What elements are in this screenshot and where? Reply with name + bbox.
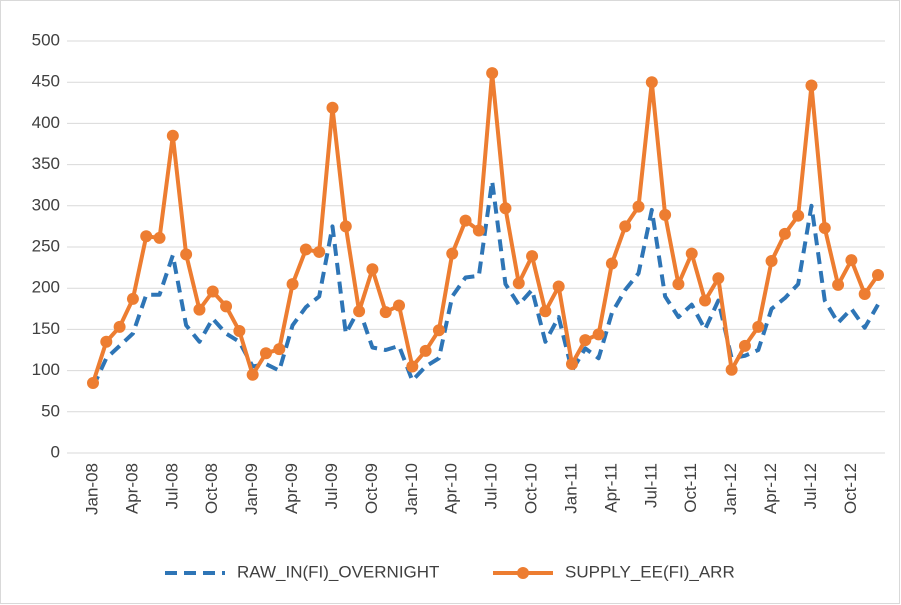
- legend-label: SUPPLY_EE(FI)_ARR: [565, 562, 735, 581]
- x-tick-label: Oct-12: [841, 463, 860, 514]
- data-point: [645, 76, 658, 89]
- data-point: [579, 334, 592, 347]
- y-tick-label: 500: [32, 30, 60, 49]
- data-point: [685, 247, 698, 260]
- data-point: [233, 325, 246, 338]
- data-point: [512, 277, 525, 290]
- data-point: [393, 299, 406, 312]
- data-point: [592, 328, 605, 341]
- x-tick-label: Jan-09: [242, 463, 261, 515]
- data-point: [193, 303, 206, 316]
- data-point: [180, 248, 193, 261]
- data-point: [832, 278, 845, 291]
- x-tick-label: Oct-10: [522, 463, 541, 514]
- data-point: [153, 231, 166, 244]
- y-tick-label: 200: [32, 278, 60, 297]
- y-tick-label: 50: [41, 401, 60, 420]
- data-point: [140, 230, 153, 243]
- data-point: [313, 245, 326, 258]
- data-point: [326, 101, 339, 114]
- data-point: [472, 224, 485, 237]
- data-point: [805, 79, 818, 92]
- x-tick-label: Jul-09: [322, 463, 341, 509]
- x-tick-label: Apr-10: [442, 463, 461, 514]
- data-point: [406, 360, 419, 373]
- data-point: [459, 214, 472, 227]
- data-point: [526, 250, 539, 263]
- data-point: [659, 208, 672, 221]
- data-point: [273, 343, 286, 356]
- data-point: [872, 269, 884, 282]
- data-point: [259, 347, 272, 360]
- legend-label: RAW_IN(FI)_OVERNIGHT: [237, 562, 439, 581]
- y-tick-label: 250: [32, 236, 60, 255]
- y-tick-label: 450: [32, 72, 60, 91]
- data-point: [100, 335, 113, 348]
- x-tick-label: Oct-11: [681, 463, 700, 513]
- y-tick-label: 300: [32, 195, 60, 214]
- data-point: [486, 67, 499, 80]
- x-tick-label: Jan-11: [561, 463, 580, 514]
- data-point: [539, 305, 552, 318]
- data-point: [499, 202, 512, 215]
- data-point: [552, 280, 565, 293]
- y-tick-label: 350: [32, 154, 60, 173]
- data-point: [353, 305, 366, 318]
- data-point: [366, 263, 379, 276]
- data-point: [712, 272, 725, 285]
- data-point: [858, 287, 871, 300]
- data-point: [166, 129, 179, 142]
- x-tick-label: Apr-11: [601, 463, 620, 513]
- data-point: [126, 292, 139, 305]
- series-line: [91, 179, 880, 388]
- x-tick-label: Jul-08: [162, 463, 181, 509]
- data-point: [725, 363, 738, 376]
- data-point: [446, 247, 459, 260]
- data-point: [87, 376, 99, 389]
- x-tick-label: Apr-08: [122, 463, 141, 514]
- data-point: [339, 220, 352, 233]
- data-point: [738, 339, 751, 352]
- data-point: [619, 220, 632, 233]
- x-tick-label: Oct-09: [362, 463, 381, 514]
- x-tick-label: Jan-10: [402, 463, 421, 515]
- y-tick-label: 400: [32, 113, 60, 132]
- data-point: [845, 254, 858, 267]
- data-point: [605, 257, 618, 270]
- x-tick-label: Jul-12: [801, 463, 820, 509]
- data-point: [113, 320, 126, 333]
- data-point: [752, 320, 765, 333]
- data-point: [299, 243, 312, 256]
- data-point: [432, 324, 445, 337]
- legend-marker: [517, 567, 529, 579]
- x-tick-label: Jul-10: [482, 463, 501, 509]
- y-tick-label: 0: [51, 442, 60, 461]
- data-point: [792, 209, 805, 222]
- x-tick-label: Apr-09: [282, 463, 301, 514]
- data-point: [632, 200, 645, 213]
- data-point: [246, 368, 259, 381]
- data-point: [778, 227, 791, 240]
- data-point: [672, 278, 685, 291]
- data-point: [565, 358, 578, 371]
- data-point: [220, 300, 233, 313]
- data-point: [286, 278, 299, 291]
- data-point: [379, 306, 392, 319]
- y-tick-label: 150: [32, 319, 60, 338]
- data-point: [419, 344, 432, 357]
- x-tick-label: Oct-08: [202, 463, 221, 514]
- data-point: [699, 294, 712, 307]
- y-tick-label: 100: [32, 360, 60, 379]
- data-point: [818, 222, 831, 235]
- x-tick-label: Apr-12: [761, 463, 780, 514]
- data-point: [765, 255, 778, 268]
- data-point: [206, 285, 219, 298]
- x-tick-label: Jul-11: [641, 463, 660, 508]
- x-tick-label: Jan-12: [721, 463, 740, 515]
- x-tick-label: Jan-08: [82, 463, 101, 515]
